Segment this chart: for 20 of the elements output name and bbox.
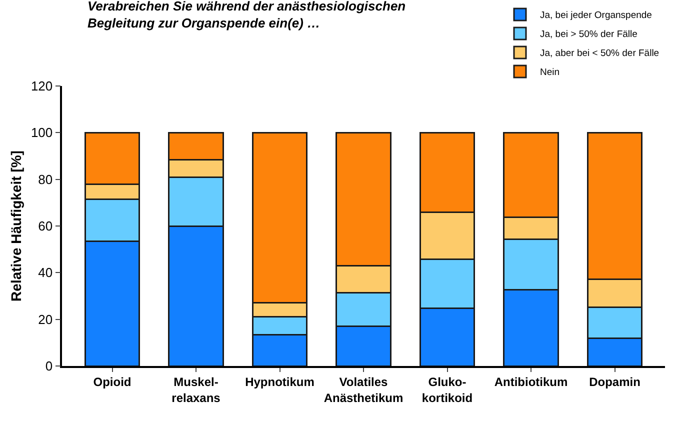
y-tick-label: 0	[45, 358, 53, 374]
x-tick-label: Volatiles Anästhetikum	[324, 375, 404, 405]
x-tick-label: Dopamin	[589, 375, 640, 390]
x-tick-label: Gluko- kortikoid	[422, 375, 473, 405]
y-tick-label: 40	[38, 265, 53, 280]
y-tick-label: 60	[38, 218, 53, 234]
legend-label: Ja, bei jeder Organspende	[540, 10, 652, 22]
legend-label: Ja, aber bei < 50% der Fälle	[540, 48, 660, 60]
y-tick-label: 80	[38, 172, 53, 187]
legend-label: Ja, bei > 50% der Fälle	[540, 29, 638, 40]
legend-label: Nein	[540, 67, 560, 78]
x-tick-label: Antibiotikum	[494, 375, 568, 390]
chart-title: Verabreichen Sie während der anästhesiologischen Begleitung zur Organspende ein(e) …	[87, 0, 406, 31]
x-tick-label: Muskel- relaxans	[172, 375, 221, 405]
x-tick-label: Hypnotikum	[245, 375, 314, 390]
y-axis-title: Relative Häufigkeit [%]	[8, 150, 24, 302]
y-tick-label: 100	[30, 125, 53, 140]
x-tick-label: Opioid	[93, 375, 132, 390]
y-tick-label: 20	[38, 312, 53, 327]
y-tick-label: 120	[30, 78, 53, 94]
